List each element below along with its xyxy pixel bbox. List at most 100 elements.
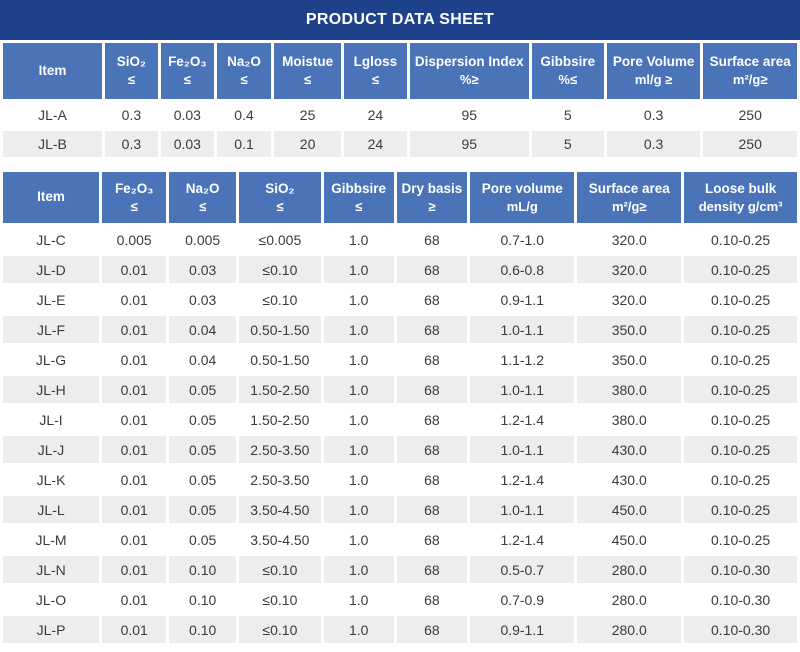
- value-cell: 0.50-1.50: [239, 346, 321, 373]
- value-cell: 1.0: [323, 226, 394, 253]
- value-cell: 95: [409, 131, 529, 157]
- value-cell: 24: [343, 131, 407, 157]
- item-cell: JL-N: [3, 556, 100, 583]
- item-cell: JL-M: [3, 526, 100, 553]
- table-row: JL-O 0.01 0.10 ≤0.10 1.0 68 0.7-0.9 280.0 0.10-0…: [3, 586, 797, 613]
- item-cell: JL-F: [3, 316, 100, 343]
- value-cell: 1.0: [323, 346, 394, 373]
- value-cell: 0.10: [169, 556, 237, 583]
- summary-grades-table: Item SiO₂ ≤ Fe₂O₃ ≤ Na₂O ≤ Moistue ≤ Lgloss ≤ Dispe…: [0, 40, 800, 160]
- value-cell: 0.7-1.0: [470, 226, 575, 253]
- value-cell: 0.3: [606, 131, 701, 157]
- column-header-label: Gibbsire: [540, 54, 596, 70]
- value-cell: 1.0: [323, 616, 394, 643]
- column-header-label: Dispersion Index: [414, 54, 524, 70]
- table-row: JL-G 0.01 0.04 0.50-1.50 1.0 68 1.1-1.2 350.0 0.…: [3, 346, 797, 373]
- column-header-constraint: density g/cm³: [698, 198, 783, 214]
- column-header-label: SiO₂: [265, 180, 295, 196]
- column-header: Dispersion Index %≥: [409, 43, 529, 99]
- item-cell: JL-G: [3, 346, 100, 373]
- value-cell: 430.0: [577, 466, 682, 493]
- value-cell: 0.4: [216, 102, 272, 128]
- column-header-label: Fe₂O₃: [114, 180, 154, 196]
- value-cell: 0.01: [102, 286, 167, 313]
- value-cell: ≤0.10: [239, 586, 321, 613]
- column-header: Item: [3, 172, 100, 223]
- column-header: Surface area m²/g≥: [703, 43, 797, 99]
- column-header-label: Surface area: [588, 180, 670, 196]
- value-cell: 0.1: [216, 131, 272, 157]
- value-cell: 0.01: [102, 406, 167, 433]
- value-cell: 320.0: [577, 256, 682, 283]
- column-header-label: Item: [37, 189, 65, 205]
- column-header: SiO₂ ≤: [104, 43, 158, 99]
- value-cell: 0.10-0.25: [684, 376, 797, 403]
- value-cell: 0.03: [169, 256, 237, 283]
- column-header-label: Gibbsire: [331, 180, 387, 196]
- value-cell: 0.01: [102, 556, 167, 583]
- value-cell: 0.05: [169, 496, 237, 523]
- value-cell: 3.50-4.50: [239, 526, 321, 553]
- value-cell: 1.0: [323, 376, 394, 403]
- item-cell: JL-J: [3, 436, 100, 463]
- value-cell: ≤0.005: [239, 226, 321, 253]
- column-header-label: Dry basis: [401, 180, 463, 196]
- value-cell: 24: [343, 102, 407, 128]
- value-cell: 0.10-0.25: [684, 526, 797, 553]
- column-header: Na₂O ≤: [169, 172, 237, 223]
- value-cell: 450.0: [577, 526, 682, 553]
- value-cell: 68: [396, 256, 468, 283]
- value-cell: 0.005: [102, 226, 167, 253]
- column-header-constraint: ≤: [371, 72, 379, 88]
- value-cell: 0.6-0.8: [470, 256, 575, 283]
- value-cell: 250: [703, 131, 797, 157]
- column-header: Fe₂O₃ ≤: [160, 43, 214, 99]
- value-cell: 68: [396, 586, 468, 613]
- value-cell: 0.3: [104, 102, 158, 128]
- value-cell: 350.0: [577, 316, 682, 343]
- column-header-constraint: ≤: [276, 198, 284, 214]
- value-cell: 0.10-0.25: [684, 496, 797, 523]
- value-cell: 0.05: [169, 526, 237, 553]
- value-cell: 1.0: [323, 586, 394, 613]
- table-row: JL-J 0.01 0.05 2.50-3.50 1.0 68 1.0-1.1 430.0 0.…: [3, 436, 797, 463]
- column-header: Item: [3, 43, 102, 99]
- value-cell: 0.10: [169, 586, 237, 613]
- table-row: JL-P 0.01 0.10 ≤0.10 1.0 68 0.9-1.1 280.0 0.10-0…: [3, 616, 797, 643]
- detail-grades-table: Item Fe₂O₃ ≤ Na₂O ≤ SiO₂ ≤ Gibbsire ≤ Dry basis ≥ P…: [0, 169, 800, 646]
- value-cell: 1.2-1.4: [470, 406, 575, 433]
- value-cell: 5: [531, 131, 604, 157]
- value-cell: 0.03: [160, 102, 214, 128]
- column-header-constraint: m²/g≥: [732, 72, 768, 88]
- table-row: JL-H 0.01 0.05 1.50-2.50 1.0 68 1.0-1.1 380.0 0.…: [3, 376, 797, 403]
- value-cell: 68: [396, 466, 468, 493]
- value-cell: 0.3: [606, 102, 701, 128]
- table-row: JL-M 0.01 0.05 3.50-4.50 1.0 68 1.2-1.4 450.0 0.…: [3, 526, 797, 553]
- column-header: Pore Volume ml/g ≥: [606, 43, 701, 99]
- value-cell: 0.10-0.25: [684, 466, 797, 493]
- value-cell: 68: [396, 316, 468, 343]
- value-cell: 0.10-0.30: [684, 616, 797, 643]
- value-cell: ≤0.10: [239, 556, 321, 583]
- value-cell: 0.01: [102, 496, 167, 523]
- column-header-constraint: mL/g: [506, 198, 538, 214]
- value-cell: 68: [396, 346, 468, 373]
- value-cell: 1.0-1.1: [470, 436, 575, 463]
- value-cell: 0.03: [160, 131, 214, 157]
- value-cell: 1.2-1.4: [470, 526, 575, 553]
- item-cell: JL-L: [3, 496, 100, 523]
- value-cell: 250: [703, 102, 797, 128]
- column-header-constraint: %≤: [558, 72, 578, 88]
- value-cell: 0.01: [102, 376, 167, 403]
- value-cell: 0.01: [102, 616, 167, 643]
- item-cell: JL-A: [3, 102, 102, 128]
- value-cell: 0.04: [169, 316, 237, 343]
- value-cell: 20: [274, 131, 341, 157]
- value-cell: 25: [274, 102, 341, 128]
- summary-grades-body: JL-A 0.3 0.03 0.4 25 24 95 5 0.3 250 JL-B 0.3 0.03 0.…: [3, 102, 797, 157]
- item-cell: JL-H: [3, 376, 100, 403]
- value-cell: 68: [396, 436, 468, 463]
- column-header-constraint: ≤: [130, 198, 138, 214]
- value-cell: 5: [531, 102, 604, 128]
- value-cell: 95: [409, 102, 529, 128]
